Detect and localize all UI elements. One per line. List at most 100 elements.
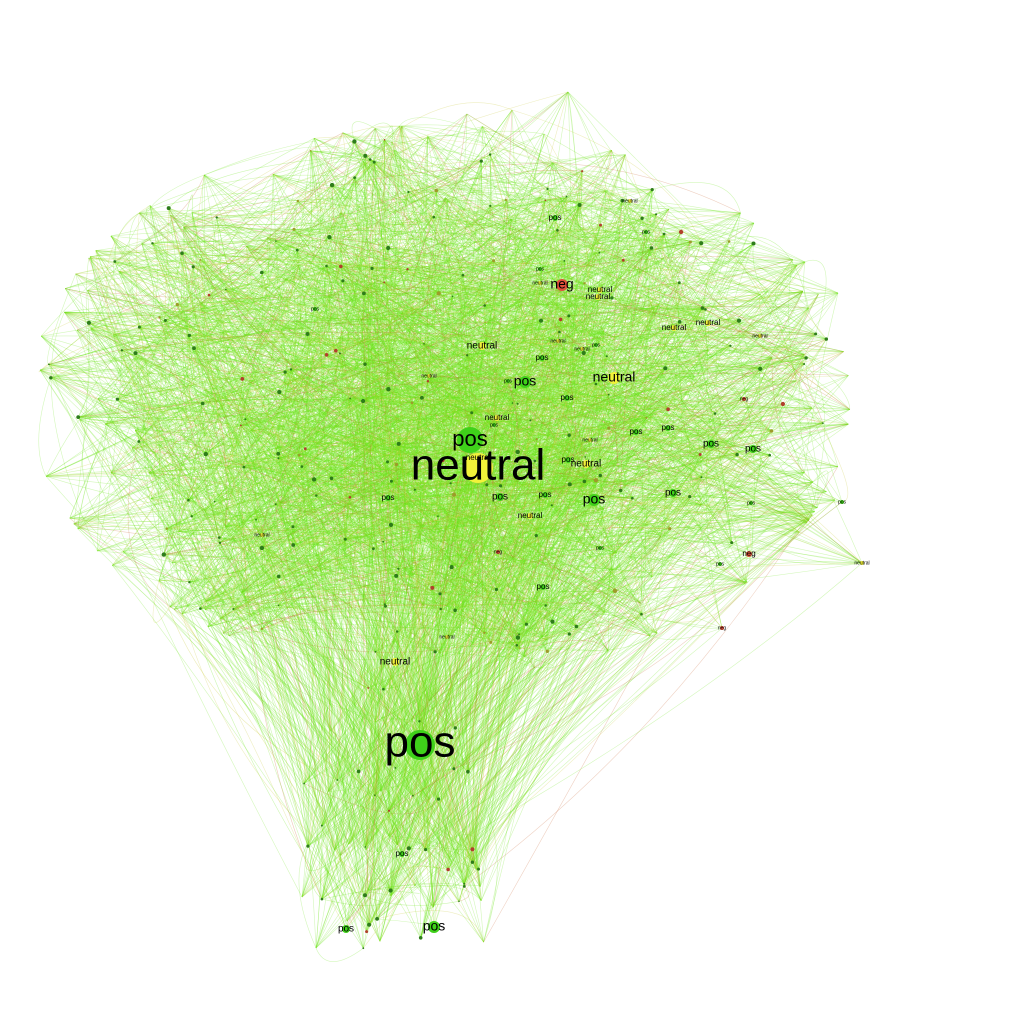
edge	[384, 139, 581, 357]
edge	[205, 241, 691, 455]
edge	[183, 227, 349, 845]
minor-node-dot	[295, 248, 299, 252]
edge	[321, 403, 784, 826]
edge	[310, 150, 580, 206]
minor-node-dot	[432, 215, 436, 219]
edge	[299, 196, 541, 456]
edge	[159, 317, 300, 456]
edge	[335, 350, 525, 657]
edge	[113, 334, 206, 610]
edge	[374, 355, 468, 796]
edge	[246, 494, 351, 556]
edge	[561, 315, 603, 378]
node-label-pos: pos	[536, 353, 549, 362]
edge	[583, 333, 816, 478]
edge	[602, 376, 797, 406]
edge	[408, 297, 523, 849]
minor-node-dot	[364, 846, 367, 848]
edge	[205, 421, 377, 610]
edge	[314, 204, 580, 572]
edge	[87, 290, 367, 932]
minor-node-dot	[277, 604, 280, 607]
edge	[64, 311, 641, 604]
edge	[545, 200, 620, 234]
edge	[171, 562, 338, 781]
edge	[542, 247, 652, 637]
edge	[243, 466, 601, 498]
edge	[326, 265, 394, 896]
node-label-pos: pos	[596, 545, 605, 551]
edge	[64, 311, 701, 455]
edge	[138, 282, 385, 442]
edge	[189, 502, 552, 583]
edge	[339, 337, 432, 531]
edge	[339, 353, 518, 453]
edge	[168, 207, 443, 461]
edge	[227, 264, 302, 468]
minor-node-dot	[599, 223, 602, 227]
edge	[546, 309, 706, 640]
edge	[166, 525, 246, 593]
edge	[517, 403, 547, 640]
edge	[484, 297, 773, 359]
minor-node-dot	[259, 545, 265, 551]
node-label-neutral: neutral	[532, 280, 547, 286]
edge	[408, 517, 472, 849]
edge	[436, 190, 549, 538]
edge	[363, 161, 397, 465]
edge	[48, 364, 398, 845]
edge	[243, 466, 456, 729]
minor-node-dot	[133, 351, 138, 356]
edge	[345, 539, 492, 643]
edge	[422, 381, 437, 606]
edge	[243, 466, 617, 554]
minor-node-dot	[462, 885, 466, 888]
edge	[594, 297, 613, 488]
edge	[583, 442, 770, 478]
edge	[275, 469, 597, 505]
edge	[200, 389, 460, 609]
edge	[551, 214, 657, 506]
minor-node-dot	[386, 460, 389, 464]
minor-node-dot	[584, 456, 587, 458]
edge	[204, 282, 680, 391]
edge	[326, 284, 370, 356]
edge	[321, 489, 416, 826]
edge	[348, 190, 437, 845]
edge	[484, 304, 809, 309]
edge	[365, 155, 585, 284]
edge	[371, 268, 449, 870]
edge	[372, 575, 397, 919]
edge	[521, 238, 770, 456]
edge	[369, 218, 643, 285]
edge	[132, 383, 596, 449]
edge	[183, 226, 329, 792]
edge	[245, 264, 300, 420]
edge	[321, 293, 540, 900]
edge	[412, 651, 548, 797]
edge	[340, 398, 352, 856]
edge	[458, 537, 549, 902]
edge	[121, 350, 570, 485]
edge	[371, 268, 432, 800]
edge	[653, 307, 709, 358]
edge	[390, 225, 601, 896]
minor-node-dot	[291, 543, 296, 547]
edge	[486, 422, 824, 590]
edge	[365, 481, 519, 847]
edge	[78, 297, 523, 418]
edge	[453, 319, 561, 769]
edge	[681, 231, 797, 381]
minor-node-dot	[200, 401, 205, 406]
edge	[367, 241, 730, 891]
edge	[408, 576, 653, 849]
edge	[471, 353, 805, 518]
edge	[314, 391, 688, 572]
edge	[191, 211, 761, 370]
edge	[551, 232, 620, 506]
edge	[387, 345, 731, 463]
minor-node-dot	[113, 260, 117, 263]
edge	[412, 381, 429, 490]
node-label-neutral: neutral	[696, 318, 721, 327]
edge	[297, 200, 440, 470]
